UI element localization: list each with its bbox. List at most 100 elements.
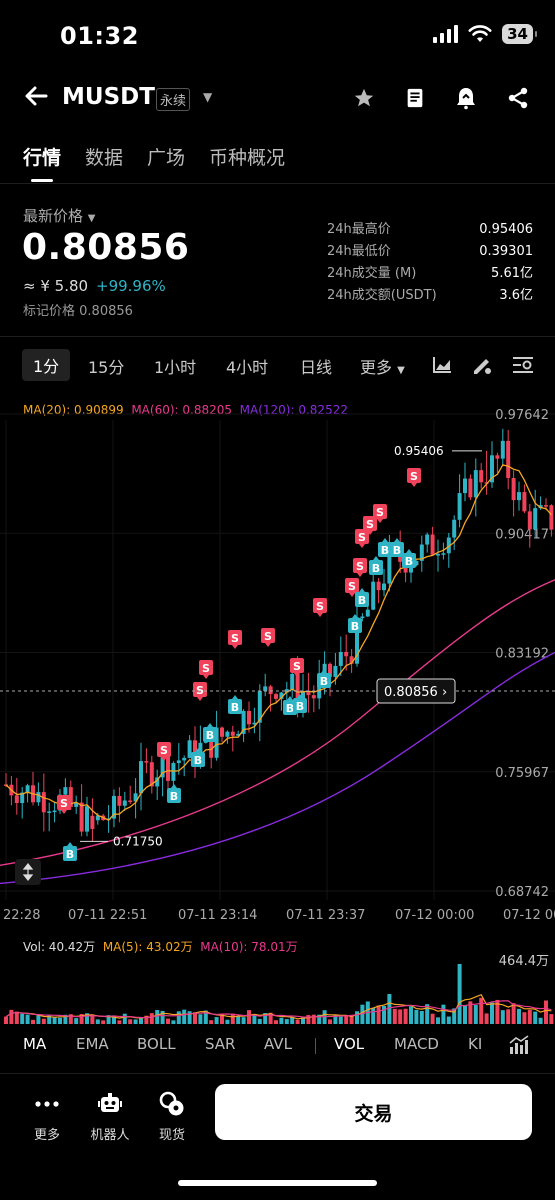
volume-bar [328,1019,332,1024]
buy-marker-pointer [67,842,73,846]
battery-icon: 34 [502,24,537,44]
star-icon[interactable] [350,84,378,112]
trade-button[interactable]: 交易 [215,1084,532,1140]
indicator-kdj[interactable]: KI [468,1035,483,1053]
last-price-label[interactable]: 最新价格 ▼ [23,207,96,225]
candle-body [257,690,262,723]
sell-marker-shape [157,742,171,757]
volume-bar [301,1017,305,1024]
candle [128,785,133,805]
candle [36,782,41,806]
book-icon[interactable] [401,84,429,112]
share-icon[interactable] [504,84,532,112]
indicator-more-icon[interactable] [509,1035,529,1059]
volume-bar [284,1019,289,1024]
buy-marker-pointer [359,588,365,592]
sell-marker-pointer [161,757,167,761]
sell-marker: S [353,558,367,577]
tab-coin-overview[interactable]: 币种概况 [209,147,286,169]
sell-marker-pointer [265,643,271,647]
volume-bar [274,1020,278,1024]
indicator-boll[interactable]: BOLL [137,1035,176,1053]
indicator-ema[interactable]: EMA [76,1035,109,1053]
sell-marker: S [228,630,242,649]
volume-bar [257,1018,262,1024]
candle-body [220,727,224,737]
volume-bar [193,1012,197,1024]
volume-bar [268,1012,273,1024]
candle [14,777,19,815]
symbol-title[interactable]: MUSDT [62,84,155,110]
low-price-label: 0.71750 [113,834,163,848]
volume-bar [295,1019,300,1024]
interval-1m[interactable]: 1分 [22,349,71,381]
candlestick-chart[interactable]: 0.976420.904170.831920.759670.68742SSSSS… [0,400,555,930]
interval-more[interactable]: 更多 ▼ [360,358,405,377]
candle [468,474,473,501]
candle [306,672,311,713]
draw-tool-icon[interactable] [471,354,493,380]
indicator-macd[interactable]: MACD [394,1035,439,1053]
x-axis-label: 07-12 00 [503,908,555,923]
chevron-down-icon[interactable]: ▼ [203,90,213,104]
more-button[interactable]: 更多 [23,1090,71,1143]
trading-bot-button[interactable]: 机器人 [86,1090,134,1143]
volume-bar [198,1014,203,1024]
buy-marker-pointer [382,538,388,542]
sell-marker-shape [407,468,421,483]
volume-bar [452,1008,457,1024]
indicator-sar[interactable]: SAR [205,1035,236,1053]
back-arrow-icon[interactable] [22,82,50,117]
candle [446,532,451,568]
indicator-ma[interactable]: MA [23,1035,47,1053]
volume-bar [214,1017,219,1024]
sell-marker-pointer [359,544,365,548]
candle [149,755,154,794]
axis-reset-button[interactable] [15,859,41,885]
indicator-settings-icon[interactable] [512,355,534,379]
volume-bar [160,1010,165,1024]
interval-4h[interactable]: 4小时 [226,358,269,377]
interval-15m[interactable]: 15分 [88,358,125,377]
candle-body [14,795,19,804]
indicator-vol[interactable]: VOL [334,1035,365,1053]
volume-bar [36,1015,41,1024]
tab-square[interactable]: 广场 [147,147,186,169]
volume-bar [101,1020,106,1024]
candle [344,634,349,671]
vertical-expand-icon [22,863,34,881]
candle [495,452,500,473]
tab-data[interactable]: 数据 [85,147,124,169]
candle [457,474,462,528]
sell-marker-letter: S [202,662,210,675]
candle [20,786,25,819]
volume-bar [112,1015,116,1024]
stat-24h-high: 24h最高价 0.95406 [327,222,533,237]
cny-price: ≈ ¥ 5.80 [23,277,89,295]
interval-1h[interactable]: 1小时 [154,358,197,377]
indicator-avl[interactable]: AVL [264,1035,292,1053]
tab-market[interactable]: 行情 [23,147,62,169]
candle-body [538,505,543,509]
chart-type-icon[interactable] [432,356,452,378]
price-alert-bell-icon[interactable] [452,84,480,112]
candle-body [457,493,462,520]
buy-marker-letter: B [194,754,202,767]
spot-button[interactable]: 现货 [148,1090,196,1143]
x-axis-label: 07-12 00:00 [395,908,474,923]
volume-bar [52,1017,57,1024]
candle [41,773,46,832]
volume-chart [4,964,554,1024]
candle [349,648,354,673]
candle [473,458,478,517]
volume-bar [371,1007,376,1024]
sell-marker-shape [199,660,213,675]
candle-body [252,722,257,725]
buy-marker-letter: B [170,790,178,803]
candle-body [117,795,122,806]
candle [225,730,230,744]
candle-body [430,534,435,555]
sell-marker: S [345,578,359,597]
interval-1d[interactable]: 日线 [300,358,333,377]
candle [549,504,554,537]
